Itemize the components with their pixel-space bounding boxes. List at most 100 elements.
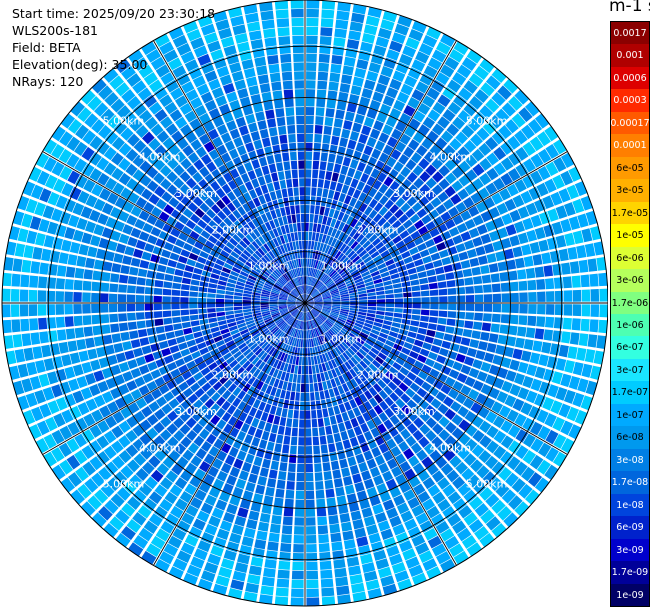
range-gate-cell — [514, 89, 530, 105]
range-gate-cell — [241, 267, 251, 275]
range-gate-cell — [527, 279, 537, 291]
range-gate-cell — [261, 341, 269, 350]
range-gate-cell — [265, 333, 273, 341]
range-gate-cell — [266, 278, 275, 285]
range-gate-cell — [275, 268, 283, 276]
range-gate-cell — [298, 240, 302, 250]
range-gate-cell — [143, 72, 158, 86]
range-gate-cell — [305, 303, 312, 310]
range-gate-cell — [244, 161, 254, 172]
range-gate-cell — [223, 245, 233, 254]
range-gate-cell — [293, 310, 300, 318]
range-gate-cell — [127, 402, 140, 414]
range-gate-cell — [286, 116, 295, 126]
range-gate-cell — [363, 322, 373, 329]
range-gate-cell — [245, 246, 254, 255]
range-gate-cell — [101, 227, 113, 239]
range-gate-cell — [370, 541, 384, 553]
range-gate-cell — [126, 294, 136, 303]
range-gate-cell — [150, 123, 164, 137]
range-gate-cell — [352, 150, 362, 161]
range-gate-cell — [211, 366, 222, 376]
range-gate-cell — [262, 314, 272, 319]
range-gate-cell — [417, 102, 431, 116]
range-gate-cell — [444, 376, 456, 387]
range-gate-cell — [499, 188, 511, 201]
range-gate-cell — [252, 332, 262, 340]
range-gate-cell — [341, 467, 351, 478]
range-gate-cell — [227, 588, 243, 600]
range-gate-cell — [438, 178, 450, 190]
range-gate-cell — [283, 362, 289, 372]
range-gate-cell — [243, 290, 253, 295]
range-gate-cell — [285, 284, 292, 291]
range-gate-cell — [251, 305, 261, 309]
range-gate-cell — [160, 520, 175, 534]
range-gate-cell — [368, 234, 378, 243]
range-gate-cell — [323, 343, 330, 352]
range-gate-cell — [485, 374, 496, 386]
range-gate-cell — [380, 271, 390, 278]
range-gate-cell — [321, 587, 335, 597]
range-gate-cell — [387, 215, 398, 225]
range-gate-cell — [257, 475, 267, 486]
range-gate-cell — [104, 91, 119, 107]
range-gate-cell — [362, 240, 371, 249]
range-gate-cell — [239, 544, 252, 556]
range-gate-cell — [580, 318, 590, 332]
range-gate-cell — [277, 27, 290, 37]
range-gate-cell — [508, 325, 518, 336]
range-gate-cell — [420, 309, 430, 316]
range-gate-cell — [204, 421, 216, 433]
range-gate-cell — [93, 370, 105, 382]
range-gate-cell — [432, 171, 444, 183]
range-gate-cell — [353, 274, 362, 281]
range-gate-cell — [233, 458, 244, 470]
range-gate-cell — [479, 158, 492, 171]
range-gate-cell — [208, 149, 220, 161]
range-gate-cell — [415, 265, 426, 273]
range-gate-cell — [419, 411, 431, 423]
range-gate-cell — [103, 68, 119, 84]
range-gate-cell — [302, 294, 305, 303]
range-gate-cell — [472, 380, 484, 392]
range-gate-cell — [215, 303, 225, 308]
range-gate-cell — [185, 219, 196, 230]
range-gate-cell — [286, 215, 292, 224]
range-gate-cell — [409, 273, 419, 281]
range-gate-cell — [29, 375, 42, 390]
range-gate-cell — [229, 168, 240, 179]
range-gate-cell — [452, 72, 467, 86]
range-gate-cell — [504, 394, 517, 408]
colorbar-unit-label: m-1 sr-1 — [609, 0, 650, 16]
range-gate-cell — [89, 456, 103, 471]
range-gate-cell — [310, 310, 316, 318]
range-gate-cell — [475, 350, 486, 360]
range-gate-cell — [102, 334, 113, 345]
range-gate-cell — [287, 304, 296, 306]
range-gate-cell — [43, 157, 57, 173]
range-gate-cell — [277, 217, 284, 227]
range-gate-cell — [241, 461, 252, 473]
range-gate-cell — [430, 296, 439, 303]
range-gate-cell — [207, 466, 219, 478]
range-gate-cell — [154, 144, 167, 157]
range-gate-cell — [170, 87, 184, 101]
range-gate-cell — [347, 238, 356, 247]
range-gate-cell — [168, 449, 181, 462]
range-gate-cell — [305, 106, 315, 116]
range-gate-cell — [84, 221, 97, 233]
range-gate-cell — [217, 385, 227, 396]
range-gate-cell — [226, 191, 237, 202]
range-gate-cell — [360, 153, 370, 164]
range-gate-cell — [17, 228, 29, 243]
range-gate-cell — [296, 115, 305, 125]
range-gate-cell — [104, 250, 115, 262]
range-gate-cell — [223, 423, 233, 434]
range-gate-cell — [356, 490, 368, 501]
range-gate-cell — [325, 488, 335, 498]
range-gate-cell — [155, 238, 166, 248]
range-gate-cell — [381, 324, 391, 331]
range-gate-cell — [184, 110, 197, 123]
range-gate-cell — [336, 345, 345, 354]
